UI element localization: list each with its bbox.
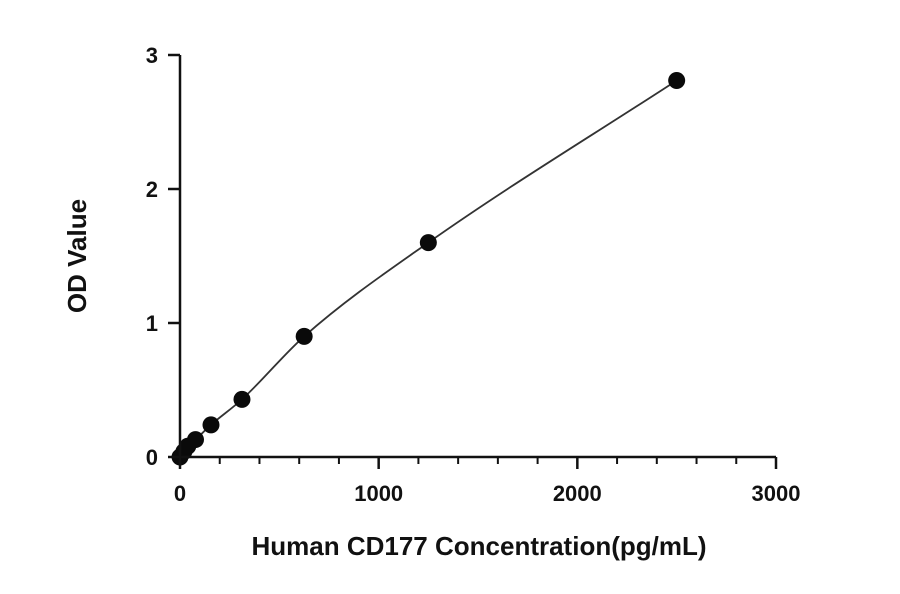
x-axis <box>178 455 778 469</box>
y-tick-label: 0 <box>146 445 158 470</box>
x-tick-label: 1000 <box>354 481 403 506</box>
data-point <box>295 327 313 345</box>
x-axis-title: Human CD177 Concentration(pg/mL) <box>251 531 706 561</box>
y-axis-title: OD Value <box>62 199 92 313</box>
y-tick-label: 2 <box>146 177 158 202</box>
data-point <box>186 431 204 449</box>
data-point <box>233 390 251 408</box>
fit-curve <box>179 79 678 458</box>
x-tick-label: 2000 <box>553 481 602 506</box>
x-tick-label: 3000 <box>752 481 801 506</box>
y-axis <box>168 53 182 459</box>
y-tick-label: 1 <box>146 311 158 336</box>
y-tick-label: 3 <box>146 43 158 68</box>
x-tick-labels: 0 1000 2000 3000 <box>174 481 801 506</box>
data-point <box>419 234 437 252</box>
x-tick-label: 0 <box>174 481 186 506</box>
y-tick-labels: 0 1 2 3 <box>146 43 158 470</box>
data-point <box>202 416 220 434</box>
data-point <box>668 71 686 89</box>
plot-area <box>171 71 686 466</box>
